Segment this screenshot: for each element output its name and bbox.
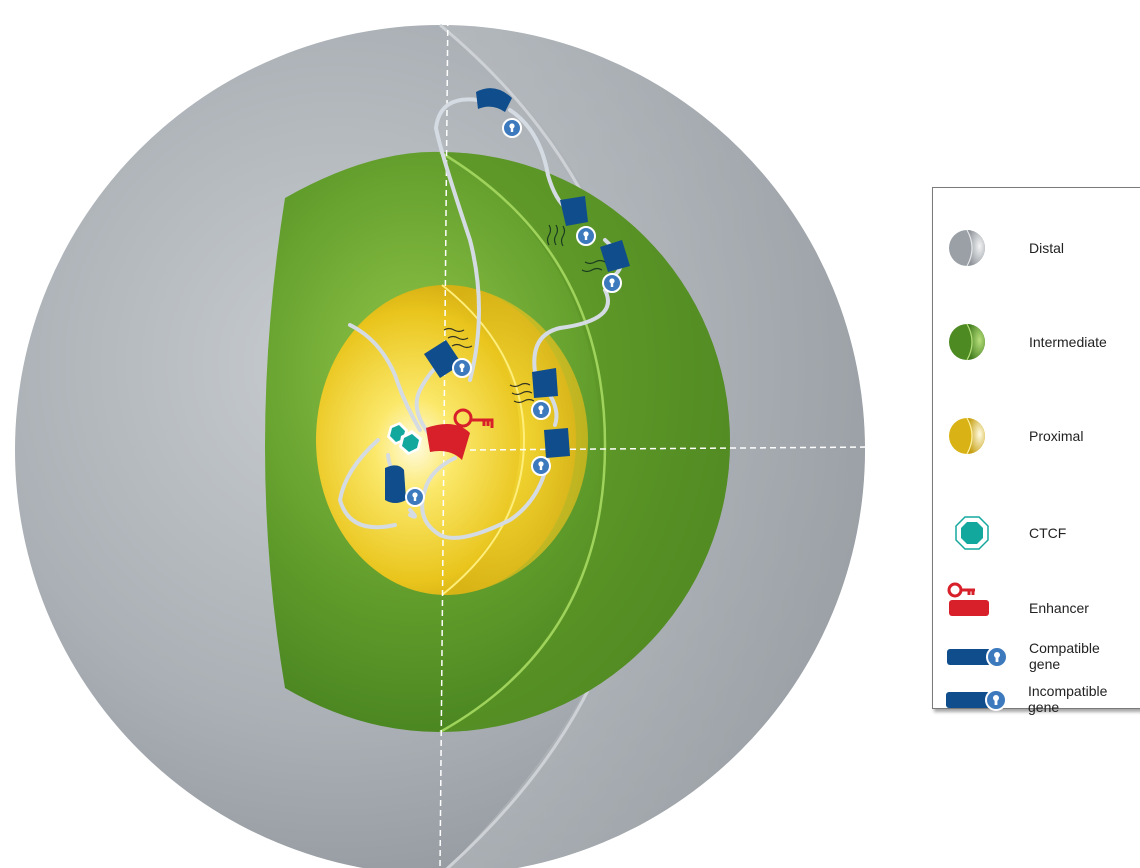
legend-item-enhancer: Enhancer [933, 582, 1140, 646]
gene-yellow-2 [509, 368, 558, 420]
gene-green-1 [546, 196, 596, 247]
legend-panel: Distal Intermediate Proximal CTCF Enhan [932, 187, 1140, 709]
gray-hemisphere-icon [949, 229, 985, 267]
legend-label-ctcf: CTCF [1029, 525, 1067, 541]
legend-label-distal: Distal [1029, 240, 1065, 256]
green-hemisphere-icon [949, 323, 985, 361]
gene-top [476, 88, 522, 138]
gene-yellow-4 [385, 465, 425, 507]
legend-label-compatible-gene: Compatible gene [1029, 640, 1100, 672]
legend-item-compatible-gene: Compatible gene [933, 640, 1140, 704]
legend-item-distal: Distal [933, 228, 1140, 288]
legend-label-enhancer: Enhancer [1029, 600, 1089, 616]
gene-green-2 [581, 240, 630, 293]
enhancer-key-icon [947, 582, 989, 616]
ctcf-octagon-icon [955, 516, 989, 550]
legend-item-intermediate: Intermediate [933, 322, 1140, 382]
ctcf-pair [387, 422, 422, 455]
legend-label-intermediate: Intermediate [1029, 334, 1107, 350]
legend-label-proximal: Proximal [1029, 428, 1084, 444]
nuclear-zones-diagram [15, 23, 865, 868]
compatible-gene-icon [947, 646, 1008, 668]
legend-item-ctcf: CTCF [933, 516, 1140, 576]
gene-yellow-1 [424, 327, 473, 378]
gene-yellow-3 [531, 428, 570, 476]
yellow-hemisphere-icon [949, 417, 985, 455]
enhancer-key [426, 408, 494, 460]
legend-item-proximal: Proximal [933, 416, 1140, 476]
